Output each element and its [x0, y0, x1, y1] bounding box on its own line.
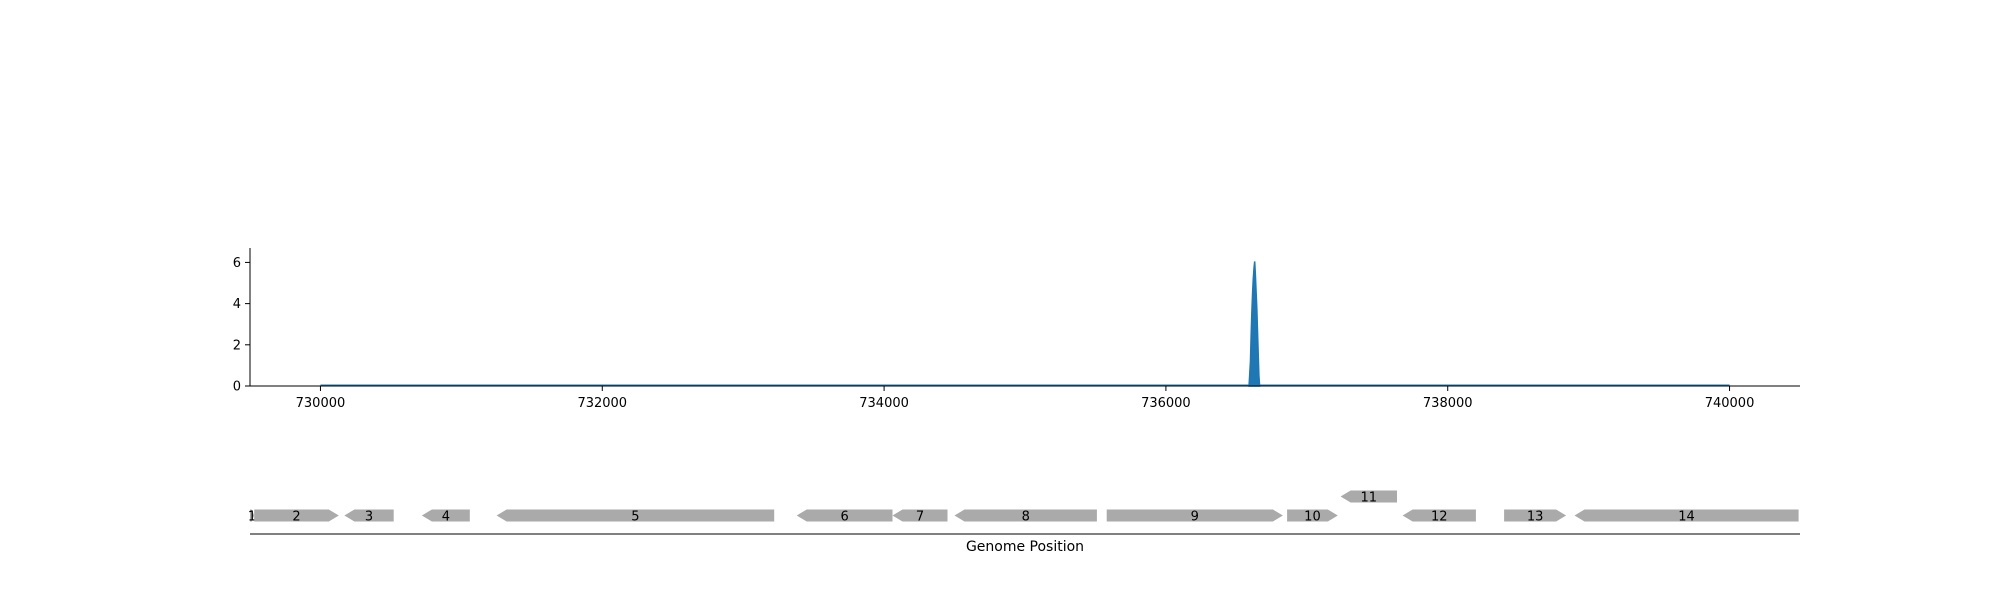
- y-tick-label: 0: [233, 380, 241, 395]
- gene-arrow: [1574, 509, 1799, 522]
- gene-label: 13: [1527, 510, 1544, 525]
- x-axis-ticks: 730000 732000 734000 736000 738000 740000: [296, 386, 1755, 411]
- gene-arrow: [344, 509, 394, 522]
- gene-label: 12: [1431, 510, 1448, 525]
- x-tick-label: 736000: [1141, 396, 1191, 411]
- x-tick-label: 732000: [577, 396, 627, 411]
- x-tick-label: 734000: [859, 396, 909, 411]
- x-tick-label: 730000: [296, 396, 346, 411]
- gene-arrow: [496, 509, 775, 522]
- y-tick-label: 6: [233, 256, 241, 271]
- gene-label: 1: [248, 510, 256, 525]
- gene-arrow: [1340, 490, 1397, 503]
- gene-label: 4: [442, 510, 450, 525]
- gene-label: 3: [365, 510, 373, 525]
- x-tick-label: 738000: [1423, 396, 1473, 411]
- coverage-plot: 730000 732000 734000 736000 738000 740000 0 2 4…: [233, 248, 1800, 411]
- gene-arrow: [1504, 509, 1567, 522]
- gene-arrow: [1287, 509, 1338, 522]
- gene-arrow: [421, 509, 470, 522]
- gene-arrow: [1402, 509, 1476, 522]
- gene-label: 11: [1361, 491, 1378, 506]
- coverage-series: [320, 261, 1730, 387]
- gene-label: 2: [292, 510, 300, 525]
- gene-label: 14: [1678, 510, 1695, 525]
- gene-label: 7: [916, 510, 924, 525]
- coverage-peak-area: [1248, 261, 1261, 387]
- y-axis-ticks: 0 2 4 6: [233, 256, 250, 395]
- gene-arrow: [1106, 509, 1283, 522]
- gene-label: 8: [1022, 510, 1030, 525]
- gene-arrow: [796, 509, 893, 522]
- gene-arrow: [892, 509, 948, 522]
- y-tick-label: 2: [233, 338, 241, 353]
- x-tick-label: 740000: [1705, 396, 1755, 411]
- gene-label: 5: [631, 510, 639, 525]
- gene-label: 10: [1304, 510, 1321, 525]
- y-tick-label: 4: [233, 297, 241, 312]
- gene-arrow: [254, 509, 339, 522]
- gene-arrow: [250, 509, 255, 522]
- gene-track-x-axis-title: Genome Position: [966, 539, 1084, 555]
- gene-label: 9: [1191, 510, 1199, 525]
- gene-label: 6: [840, 510, 848, 525]
- gene-arrow: [954, 509, 1097, 522]
